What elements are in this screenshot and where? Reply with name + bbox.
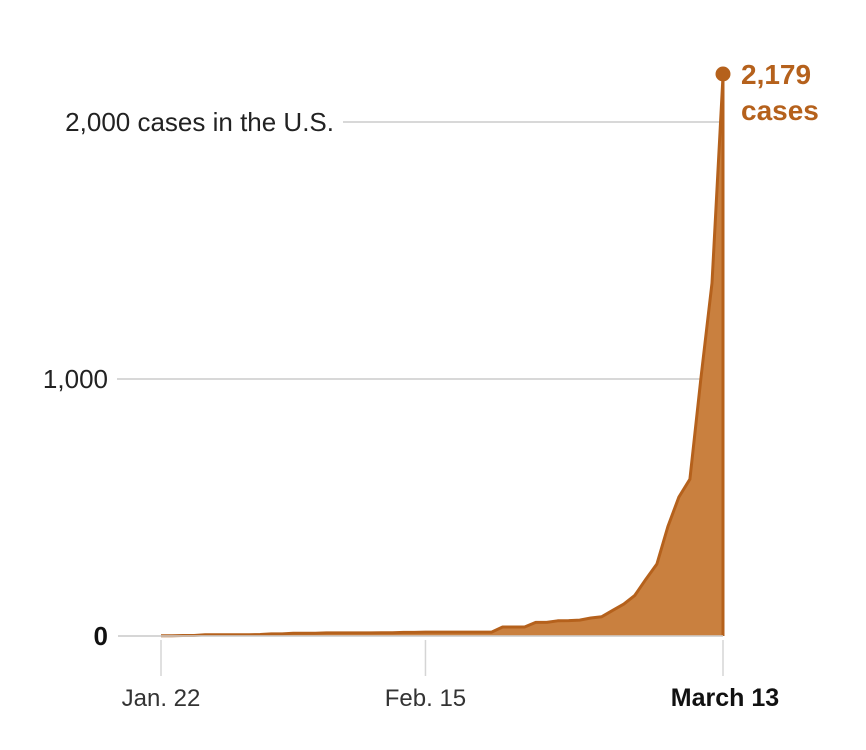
y-tick-label-2000: 2,000 cases in the U.S. bbox=[65, 107, 334, 137]
gridlines bbox=[117, 121, 723, 637]
cases-line bbox=[161, 74, 725, 638]
latest-value-dot bbox=[715, 66, 731, 82]
y-tick-label-0: 0 bbox=[94, 621, 108, 651]
x-tick-label-1: Feb. 15 bbox=[385, 685, 466, 712]
y-tick-label-1000: 1,000 bbox=[43, 364, 108, 394]
latest-value-label: 2,179 bbox=[741, 59, 811, 90]
y-axis-labels: 0 1,000 2,000 cases in the U.S. bbox=[43, 107, 334, 651]
cases-area-fill bbox=[161, 76, 723, 636]
latest-value-unit-label: cases bbox=[741, 95, 819, 126]
x-tick-label-2: March 13 bbox=[671, 684, 779, 712]
x-tick-label-0: Jan. 22 bbox=[122, 685, 201, 712]
x-axis-ticks: Jan. 22 Feb. 15 March 13 bbox=[122, 640, 779, 712]
